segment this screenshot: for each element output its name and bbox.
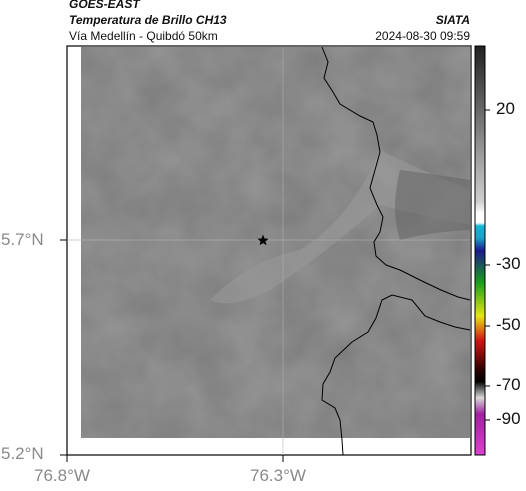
datetime-label: 2024-08-30 09:59 — [375, 29, 470, 43]
star-marker — [257, 234, 269, 246]
dark-cloud-region — [395, 170, 470, 240]
colorbar — [474, 45, 486, 456]
product-title: Temperatura de Brillo CH13 — [69, 13, 227, 27]
department-border-south — [321, 294, 471, 456]
satellite-title: GOES-EAST — [69, 0, 140, 11]
cloud-band — [210, 150, 470, 304]
department-border — [321, 46, 471, 301]
colorbar-tick-label: 20 — [496, 99, 515, 118]
region-label: Vía Medellín - Quibdó 50km — [69, 29, 218, 43]
colorbar-tick-label: -50 — [496, 315, 521, 334]
lat-tick-label: 5.2°N — [1, 444, 44, 463]
colorbar-tick-label: -70 — [496, 375, 521, 394]
lat-tick-label: 5.7°N — [1, 230, 44, 249]
lon-tick-label: 76.3°W — [250, 466, 306, 485]
colorbar-tick-label: -30 — [496, 254, 521, 273]
cloud-texture — [81, 47, 470, 438]
lon-tick-label: 76.8°W — [34, 466, 90, 485]
agency-label: SIATA — [435, 13, 470, 27]
colorbar-tick-label: -90 — [496, 409, 521, 428]
